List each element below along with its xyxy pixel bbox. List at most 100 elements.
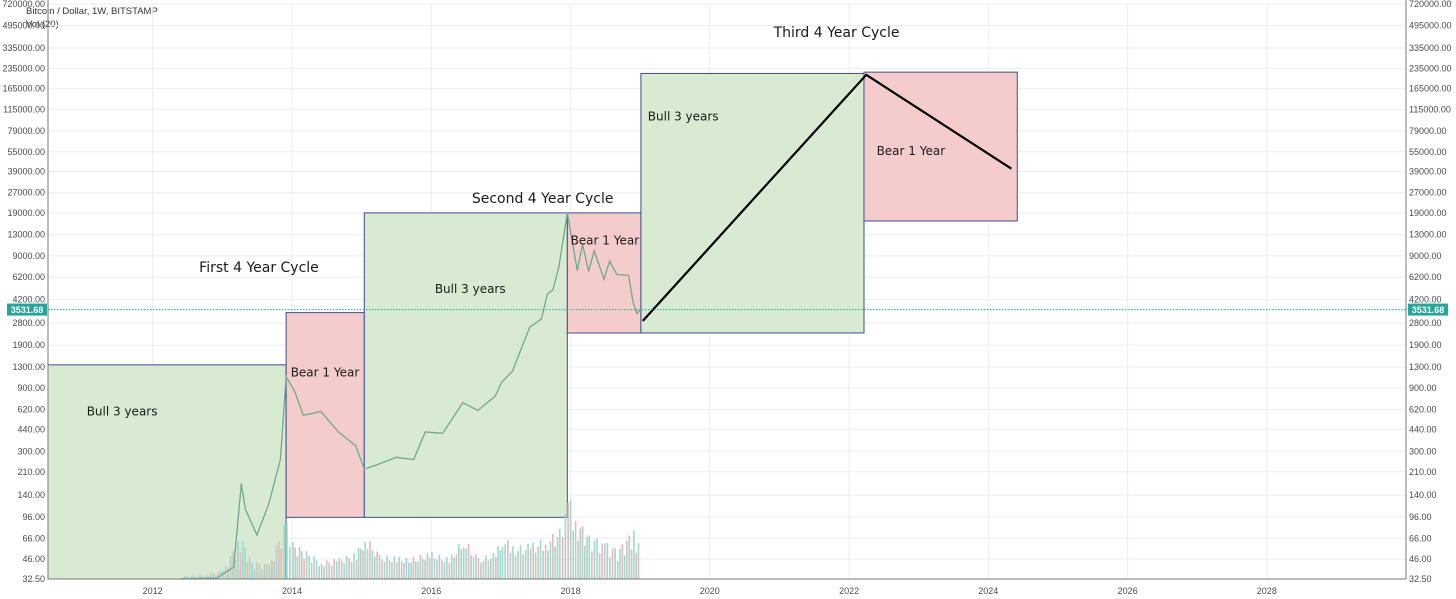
volume-bar <box>616 561 619 579</box>
price-point <box>540 318 543 320</box>
volume-bar <box>239 552 242 579</box>
volume-bar <box>407 562 410 579</box>
y-tick-label-left: 440.00 <box>17 424 45 434</box>
volume-bar <box>569 500 572 579</box>
volume-bar <box>611 548 614 579</box>
volume-bar <box>318 566 320 579</box>
volume-bar <box>303 558 305 579</box>
y-tick-label-left: 79000.00 <box>7 126 45 136</box>
volume-bar <box>475 554 477 579</box>
volume-bar <box>591 551 593 579</box>
volume-bar <box>581 526 584 579</box>
volume-bar <box>190 575 193 579</box>
volume-bar <box>598 552 601 579</box>
y-tick-label-right: 4200.00 <box>1409 295 1442 305</box>
volume-bar <box>330 565 333 579</box>
price-point <box>587 270 590 272</box>
volume-bar <box>325 560 328 579</box>
cycle-title: First 4 Year Cycle <box>199 260 319 276</box>
y-tick-label-right: 2800.00 <box>1409 318 1442 328</box>
y-tick-label-left: 4200.00 <box>12 295 45 305</box>
volume-bar <box>183 576 186 579</box>
y-tick-label-left: 495000.00 <box>2 21 45 31</box>
price-point <box>337 431 340 433</box>
volume-label: Vol (20) <box>26 19 59 30</box>
volume-bar <box>186 575 188 579</box>
volume-bar <box>443 561 446 579</box>
last-price-label-left: 3531.68 <box>11 305 44 315</box>
volume-bar <box>467 544 470 579</box>
price-point <box>354 444 357 447</box>
volume-bar <box>292 542 294 579</box>
y-tick-label-right: 210.00 <box>1409 467 1437 477</box>
volume-bar <box>633 530 635 579</box>
volume-bar <box>492 552 495 579</box>
y-tick-label-left: 96.00 <box>22 512 45 522</box>
y-tick-label-right: 96.00 <box>1409 512 1432 522</box>
volume-bar <box>572 530 574 579</box>
volume-bar <box>428 557 431 579</box>
volume-bar <box>504 544 506 579</box>
y-tick-label-left: 235000.00 <box>2 63 45 73</box>
price-point <box>576 269 579 272</box>
y-tick-label-right: 300.00 <box>1409 446 1437 456</box>
volume-bar <box>564 514 567 579</box>
price-point <box>608 260 611 263</box>
volume-bar <box>256 562 258 579</box>
volume-bar <box>586 536 588 579</box>
volume-bar <box>574 520 577 579</box>
volume-bar <box>436 559 438 579</box>
volume-bar <box>366 549 369 579</box>
volume-bar <box>438 554 441 579</box>
x-tick-label: 2012 <box>143 586 163 596</box>
y-tick-label-right: 440.00 <box>1409 424 1437 434</box>
volume-bar <box>335 561 338 579</box>
bull-box-label: Bull 3 years <box>87 404 158 418</box>
volume-bar <box>593 540 596 579</box>
y-tick-label-right: 6200.00 <box>1409 272 1442 282</box>
volume-bar <box>509 552 512 579</box>
volume-bar <box>556 537 559 579</box>
volume-bar <box>241 541 244 579</box>
y-tick-label-right: 900.00 <box>1409 383 1437 393</box>
volume-bar <box>362 550 364 579</box>
volume-bar <box>333 559 335 579</box>
volume-bar <box>188 577 191 579</box>
price-point <box>267 503 270 505</box>
y-tick-label-right: 115000.00 <box>1409 104 1451 114</box>
y-tick-label-left: 66.00 <box>22 533 45 543</box>
y-tick-label-left: 165000.00 <box>2 84 45 94</box>
price-point <box>603 278 605 281</box>
volume-bar <box>635 552 637 579</box>
volume-bar <box>460 549 463 579</box>
volume-bar <box>350 561 353 579</box>
y-tick-label-right: 9000.00 <box>1409 251 1442 261</box>
y-tick-label-right: 66.00 <box>1409 533 1432 543</box>
price-point <box>424 431 427 433</box>
y-tick-label-right: 1900.00 <box>1409 340 1442 350</box>
y-tick-label-right: 13000.00 <box>1409 230 1447 240</box>
y-tick-label-left: 32.50 <box>22 574 45 584</box>
bull-box-label: Bull 3 years <box>435 282 506 296</box>
volume-bar <box>431 552 433 579</box>
y-tick-label-right: 235000.00 <box>1409 63 1452 73</box>
volume-bar <box>313 556 315 579</box>
volume-bar <box>472 556 475 579</box>
volume-bar <box>308 555 310 579</box>
y-tick-label-left: 300.00 <box>17 446 45 456</box>
volume-bar <box>554 546 556 579</box>
volume-bar <box>271 559 273 579</box>
volume-bar <box>621 544 624 579</box>
price-point <box>511 370 514 373</box>
volume-bar <box>343 563 345 579</box>
bear-box-label: Bear 1 Year <box>291 366 360 380</box>
volume-bar <box>426 553 429 579</box>
volume-bar <box>614 548 616 579</box>
price-point <box>279 458 282 461</box>
volume-bar <box>547 550 549 579</box>
volume-bar <box>280 548 283 579</box>
volume-bar <box>278 541 280 579</box>
volume-bar <box>419 555 422 579</box>
volume-bar <box>393 556 396 579</box>
